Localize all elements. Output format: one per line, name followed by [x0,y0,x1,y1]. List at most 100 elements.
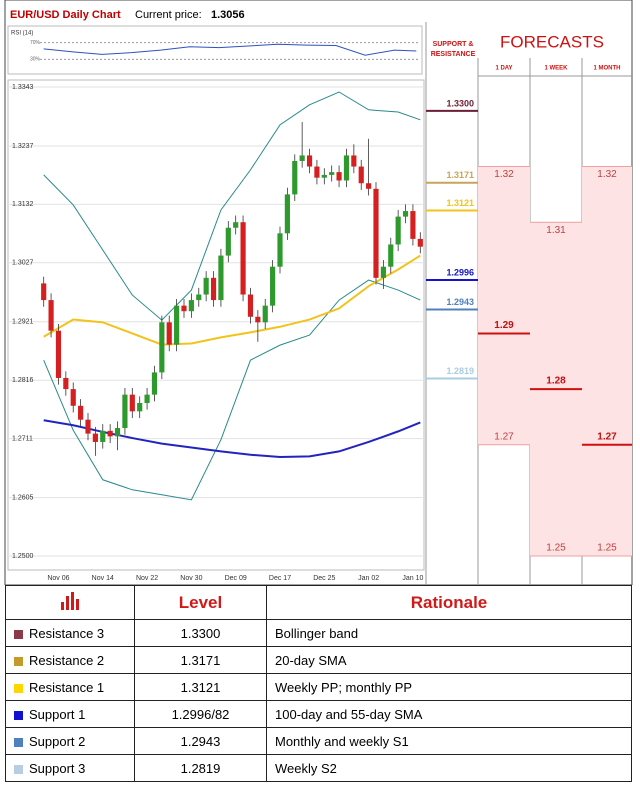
candle-body [380,266,386,278]
candle-body [410,211,416,239]
swatch [14,710,23,720]
level-cell: 1.2943 [134,727,267,755]
y-tick-label: 1.3132 [12,201,34,208]
chart: EUR/USD Daily Chart Current price: 1.305… [4,0,633,586]
candle-body [159,322,165,373]
header-row: Level Rationale [5,585,632,620]
x-tick-label: Dec 09 [225,575,247,582]
name-cell: Resistance 1 [5,673,135,701]
rationale-cell: Weekly S2 [266,754,632,782]
forecast-high-label: 1.32 [494,169,514,180]
candle-body [151,372,158,395]
candle-body [225,227,231,256]
level-cell: 1.2996/82 [134,700,267,728]
overlay-line [43,91,421,321]
rationale-cell: Monthly and weekly S1 [266,727,632,755]
candle-body [210,277,217,301]
table-row: Resistance 1 1.3121 Weekly PP; monthly PP [5,673,632,701]
candle-body [358,166,364,184]
candle-body [122,394,128,429]
swatch [14,683,23,693]
candle-body [351,155,357,167]
candle-body [218,255,224,301]
candle-body [417,238,423,247]
icon [61,592,79,610]
name-cell: Support 1 [5,700,135,728]
candle-body [137,403,143,412]
candle-body [114,428,121,437]
level-cell: 1.3300 [134,619,267,647]
table-row: Support 2 1.2943 Monthly and weekly S1 [5,727,632,755]
table-row: Support 1 1.2996/82 100-day and 55-day SMA [5,700,632,728]
candle-body [343,155,350,181]
candle-body [129,394,135,412]
candle-body [181,305,187,312]
candle-body [292,160,298,195]
candle-body [166,322,172,345]
candle-body [247,294,254,317]
level-name: Support 3 [29,760,86,776]
swatch [14,737,23,747]
candle-body [255,316,261,323]
levels-table: Level Rationale Resistance 3 1.3300 Bollin… [5,585,632,782]
y-tick-label: 1.2816 [12,377,34,384]
forecast-mid-label: 1.28 [546,376,566,387]
candle-body [321,174,327,178]
x-tick-label: Nov 22 [136,575,158,582]
column-header: 1 DAY [495,66,512,72]
level-label: 1.2943 [446,297,474,307]
rsi-label: RSI (14) [11,31,33,37]
candle-body [284,194,290,234]
overlay-line [43,254,421,346]
candle-body [395,216,401,245]
candle-body [188,300,194,312]
rsi-panel [7,25,423,75]
level-name: Resistance 1 [29,679,105,695]
candle-body [336,172,342,181]
forecast-low-label: 1.25 [546,543,566,554]
candle-body [144,394,150,404]
candle-body [373,188,379,278]
candle-body [262,305,268,323]
name-cell: Support 3 [5,754,135,782]
level-label: 1.3171 [446,170,474,180]
candle-body [100,430,106,442]
forecast-mid-label: 1.29 [494,320,514,331]
candle-body [85,419,91,434]
x-tick-label: Jan 02 [358,575,379,582]
y-tick-label: 1.3237 [12,143,34,150]
y-tick-label: 1.2500 [12,553,34,560]
candle-body [107,430,113,437]
name-cell: Resistance 2 [5,646,135,674]
header-cell: Level [134,585,267,620]
y-tick-label: 1.2711 [12,435,33,442]
forecast-range [582,166,632,556]
level-label: 1.3300 [446,98,474,108]
x-tick-label: Nov 14 [92,575,114,582]
current-price: 1.3056 [211,9,245,21]
header-cell: Rationale [266,585,632,620]
candle-body [55,330,62,378]
table-row: Resistance 3 1.3300 Bollinger band [5,619,632,647]
level-cell: 1.3171 [134,646,267,674]
candle-body [196,294,202,301]
y-tick-label: 1.3027 [12,260,34,267]
level-name: Support 2 [29,733,86,749]
icon-cell [5,585,135,620]
rationale-cell: Bollinger band [266,619,632,647]
candle-body [48,300,54,331]
candle-body [78,405,84,420]
level-label: 1.2996 [446,267,474,277]
x-tick-label: Dec 17 [269,575,291,582]
candle-body [314,166,320,178]
column-header: 1 MONTH [594,66,621,72]
candle-body [41,283,47,301]
swatch [14,764,23,774]
name-cell: Support 2 [5,727,135,755]
candle-body [270,266,276,306]
name-cell: Resistance 3 [5,619,135,647]
level-cell: 1.3121 [134,673,267,701]
level-name: Support 1 [29,706,86,722]
level-name: Resistance 2 [29,652,105,668]
